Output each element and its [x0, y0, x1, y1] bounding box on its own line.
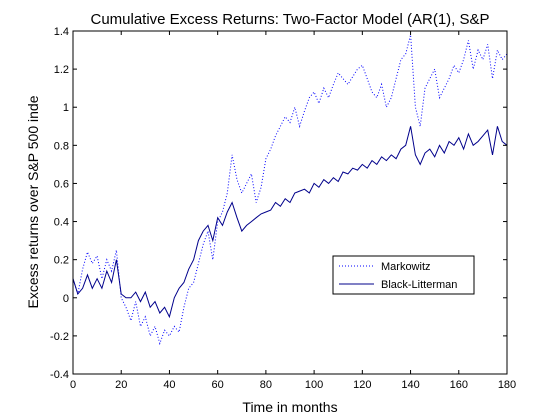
plot-frame: [72, 30, 508, 375]
x-tick-label: 160: [450, 379, 468, 391]
x-tick-label: 60: [212, 379, 224, 391]
ticks-layer: 0 20 40 60 80 100 120 140 160 180 -0.4 -0.2 0 0.2 0.4 0…: [50, 26, 516, 391]
legend-label-markowitz: Markowitz: [381, 261, 431, 273]
x-tick-label: 100: [305, 379, 323, 391]
x-tick-label: 40: [163, 379, 175, 391]
legend: Markowitz Black-Litterman: [332, 255, 475, 295]
series-line-black-litterman: [72, 126, 508, 319]
y-tick-label: 0.8: [54, 140, 69, 152]
x-tick-label: 20: [115, 379, 127, 391]
x-tick-label: 180: [498, 379, 516, 391]
legend-box: [332, 255, 475, 295]
y-tick-label: 0.2: [54, 255, 69, 267]
legend-label-black-litterman: Black-Litterman: [381, 279, 457, 291]
y-tick-label: 0.4: [54, 217, 69, 229]
x-axis-label: Time in months: [242, 399, 337, 415]
x-tick-label: 140: [401, 379, 419, 391]
y-tick-label: -0.2: [50, 331, 69, 343]
y-tick-label: 1.2: [54, 64, 69, 76]
x-tick-label: 120: [353, 379, 371, 391]
x-tick-label: 80: [260, 379, 272, 391]
y-axis-label: Excess returns over S&P 500 inde: [25, 95, 41, 308]
series-layer: [72, 34, 508, 346]
series-line-markowitz: [72, 34, 508, 346]
x-tick-label: 0: [70, 379, 76, 391]
y-tick-label: -0.4: [50, 369, 69, 381]
y-tick-label: 1.4: [54, 26, 69, 38]
y-tick-label: 0.6: [54, 178, 69, 190]
y-tick-label: 0: [63, 293, 69, 305]
chart-title: Cumulative Excess Returns: Two-Factor Mo…: [90, 11, 489, 28]
y-tick-label: 1: [63, 102, 69, 114]
